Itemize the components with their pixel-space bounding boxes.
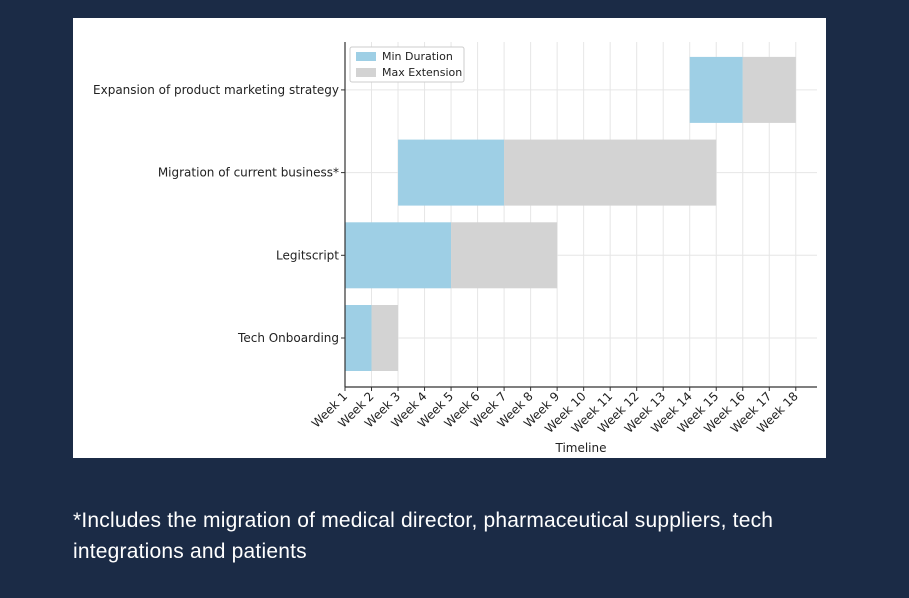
y-tick-label: Legitscript (276, 248, 339, 262)
footnote: *Includes the migration of medical direc… (73, 509, 774, 563)
legend-swatch (356, 68, 376, 77)
legend-box (349, 46, 465, 83)
bar (504, 139, 717, 206)
legend-swatch (356, 52, 376, 61)
legend-label: Max Extension (382, 66, 462, 79)
chart-panel: Tech Onboarding Legitscript Migration of c… (73, 18, 826, 458)
bar (742, 56, 796, 123)
bar (398, 139, 505, 206)
bar (371, 305, 399, 371)
y-tick-label: Expansion of product marketing strategy (93, 83, 339, 97)
legend-label: Min Duration (382, 50, 453, 63)
y-tick-label: Tech Onboarding (237, 331, 339, 345)
chart: Tech Onboarding Legitscript Migration of c… (93, 42, 817, 455)
bar (689, 56, 743, 123)
x-axis-label: Timeline (554, 441, 606, 455)
bar (345, 222, 452, 289)
bar (345, 305, 372, 371)
bar (451, 222, 558, 289)
y-tick-label: Migration of current business* (158, 166, 339, 180)
